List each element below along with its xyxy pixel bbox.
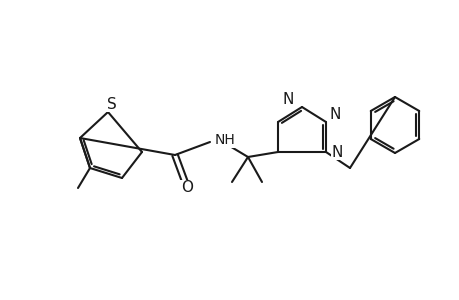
Text: O: O [180, 181, 193, 196]
Text: N: N [282, 92, 293, 106]
Text: N: N [331, 145, 342, 160]
Text: N: N [329, 106, 341, 122]
Text: NH: NH [214, 133, 235, 147]
Text: S: S [107, 97, 117, 112]
